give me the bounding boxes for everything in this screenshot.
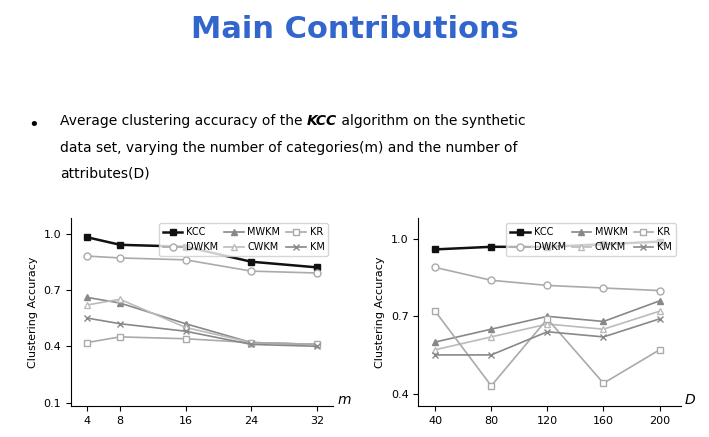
KR [431,309,440,314]
CWKM [599,326,608,332]
Text: Main Contributions: Main Contributions [191,15,518,44]
KR [599,381,608,386]
Y-axis label: Clustering Accuracy: Clustering Accuracy [375,257,385,368]
KM [655,316,664,322]
CWKM [116,297,124,302]
DWKM [116,255,124,260]
MWKM [487,326,496,332]
Text: $m$: $m$ [337,393,352,407]
DWKM [431,265,440,270]
Text: KCC: KCC [307,114,337,128]
Y-axis label: Clustering Accuracy: Clustering Accuracy [28,257,38,368]
Text: Average clustering accuracy of the: Average clustering accuracy of the [60,114,307,128]
KM [247,342,255,347]
KCC [313,265,321,270]
Text: attributes(D): attributes(D) [60,167,150,181]
MWKM [543,314,552,319]
KCC [182,244,190,249]
Text: data set, varying the number of categories(m) and the number of: data set, varying the number of categori… [60,141,518,155]
MWKM [655,298,664,303]
Line: KR: KR [84,333,320,348]
KM [116,321,124,326]
DWKM [543,283,552,288]
DWKM [83,253,91,259]
KCC [247,259,255,264]
MWKM [182,321,190,326]
KM [83,316,91,321]
KCC [83,235,91,240]
KCC [655,239,664,244]
Line: KCC: KCC [84,234,320,271]
Line: MWKM: MWKM [432,298,663,346]
Text: •: • [28,116,39,134]
DWKM [487,277,496,283]
Text: algorithm on the synthetic: algorithm on the synthetic [337,114,526,128]
KCC [431,247,440,252]
KM [599,334,608,340]
CWKM [431,347,440,352]
KM [182,329,190,334]
Legend: KCC, DWKM, MWKM, CWKM, KR, KM: KCC, DWKM, MWKM, CWKM, KR, KM [159,223,328,256]
KR [313,342,321,347]
DWKM [313,271,321,276]
CWKM [543,322,552,327]
KCC [116,242,124,247]
CWKM [83,302,91,308]
KM [313,343,321,349]
Legend: KCC, DWKM, MWKM, CWKM, KR, KM: KCC, DWKM, MWKM, CWKM, KR, KM [506,223,676,256]
KR [182,336,190,341]
MWKM [83,295,91,300]
CWKM [487,334,496,340]
MWKM [431,340,440,345]
Line: KM: KM [432,316,663,358]
MWKM [599,319,608,324]
DWKM [182,257,190,263]
Line: DWKM: DWKM [84,253,320,277]
KCC [599,242,608,247]
CWKM [247,340,255,345]
MWKM [247,340,255,345]
DWKM [247,268,255,274]
Line: KCC: KCC [432,238,663,253]
CWKM [182,325,190,330]
MWKM [313,342,321,347]
Line: DWKM: DWKM [432,264,663,294]
KR [487,383,496,388]
KM [543,329,552,334]
KM [487,352,496,357]
KCC [543,244,552,250]
CWKM [655,309,664,314]
KCC [487,244,496,250]
CWKM [313,342,321,347]
MWKM [116,301,124,306]
KR [116,334,124,340]
KR [83,340,91,345]
KR [247,340,255,345]
Text: $D$: $D$ [684,393,696,407]
Line: CWKM: CWKM [84,296,320,348]
Line: KR: KR [432,308,663,389]
KM [431,352,440,357]
KR [543,316,552,322]
KR [655,347,664,352]
Line: CWKM: CWKM [432,308,663,353]
Line: MWKM: MWKM [84,294,320,348]
DWKM [655,288,664,293]
DWKM [599,285,608,291]
Line: KM: KM [84,315,320,350]
